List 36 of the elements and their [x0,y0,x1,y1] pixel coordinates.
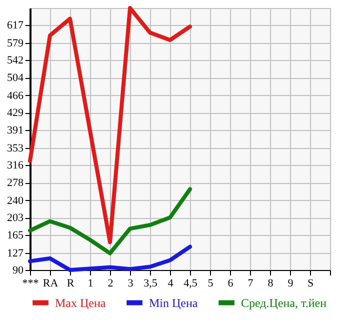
y-tick-label: 278 [7,177,24,190]
x-tick-label: 3,5 [144,278,158,290]
y-tick-label: 429 [7,107,24,120]
y-tick-label: 466 [7,90,24,102]
x-tick-label: RA [42,278,58,290]
x-tick-label: 6 [228,278,234,290]
legend-label: Min Цена [149,296,198,310]
y-tick-label: 579 [7,37,24,50]
x-tick-label: 5 [208,278,214,290]
line-series [28,6,192,244]
x-tick-label: 8 [268,278,274,290]
x-tick-label: S [307,278,314,290]
y-tick-label: 127 [7,247,24,260]
y-tick-label: 90 [12,264,24,276]
x-tick-label: *** [22,278,39,290]
line-series [28,187,192,256]
x-tick-label: 3 [128,278,134,290]
x-tick-label: 7 [248,278,254,290]
x-tick-label: 1 [88,278,94,290]
y-tick-label: 353 [7,142,24,154]
x-tick-label: 4,5 [184,278,198,290]
x-tick-label: 9 [288,278,294,290]
x-tick-label: 2 [108,278,114,290]
y-tick-label: 316 [7,160,24,172]
y-tick-label: 240 [7,194,24,207]
y-tick-label: 203 [7,212,24,224]
y-tick-label: 504 [7,72,24,84]
y-tick-label: 617 [7,20,24,32]
line-series [28,244,192,272]
legend-label: Max Цена [55,296,106,310]
x-tick-label: R [66,278,75,290]
y-tick-label: 165 [7,230,24,242]
x-tick-label: 4 [168,278,174,290]
y-tick-label: 542 [7,54,24,67]
y-tick-label: 391 [7,124,24,137]
legend-label: Сред.Цена, т.йен [241,296,328,310]
